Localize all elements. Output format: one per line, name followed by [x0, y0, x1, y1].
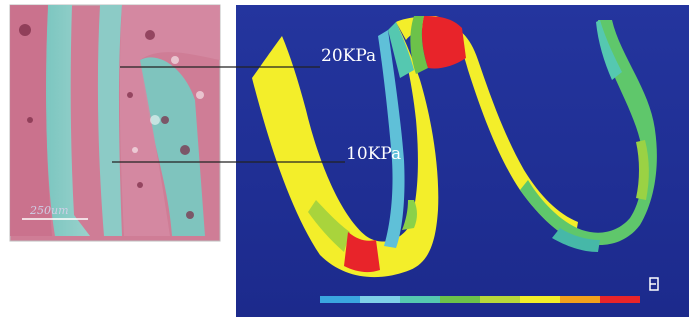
scale-bar-label: 250um — [30, 204, 69, 217]
cartilage-band-left — [46, 5, 90, 236]
cartilage-band-middle — [97, 5, 122, 236]
stress-map-panel — [112, 5, 689, 317]
cartilage-band-right — [140, 57, 205, 236]
histology-panel — [9, 4, 221, 242]
high-stress-patch-bottom — [344, 232, 380, 273]
stress-band-right-hook — [520, 20, 657, 245]
high-stress-patch-top — [421, 16, 466, 69]
stress-label-10kpa: 10KPa — [346, 144, 402, 164]
stress-band-arch — [396, 16, 578, 240]
stress-band-left-u — [252, 22, 439, 278]
colorbar — [320, 296, 640, 303]
axis-triad-icon — [649, 277, 659, 291]
stress-label-20kpa: 20KPa — [321, 46, 377, 66]
